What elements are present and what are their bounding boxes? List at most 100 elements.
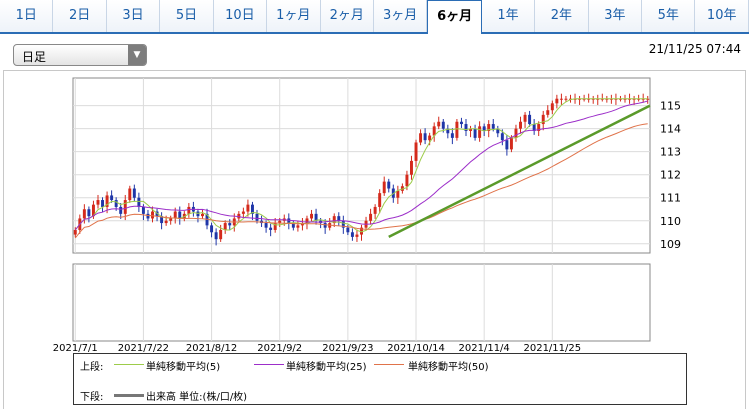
candle-body-43 [269,227,273,230]
chart-legend: 上段: 単純移動平均(5) 単純移動平均(25) 単純移動平均(50) 下段: … [73,353,687,405]
tab-10[interactable]: 2年 [535,0,589,32]
candle-body-101 [532,124,536,131]
candle-body-119 [614,98,618,100]
x-tick-label-2: 2021/8/12 [186,343,237,354]
ma25-swatch [254,364,284,365]
candle-body-126 [646,98,650,100]
candle-body-40 [255,213,259,221]
legend-volume: 出来高 単位:(株/口/枚) [146,392,248,403]
candle-body-60 [346,227,350,233]
candle-body-98 [519,121,522,129]
tab-3[interactable]: 5日 [160,0,214,32]
candle-body-45 [278,220,282,224]
trendline [388,104,651,238]
candle-body-110 [573,98,577,100]
x-tick-label-0: 2021/7/1 [53,343,98,354]
ma50-swatch [374,364,404,365]
tab-13[interactable]: 10年 [695,0,749,32]
candle-body-63 [360,227,363,235]
y-tick-label-1: 110 [660,215,681,228]
candle-body-112 [582,98,586,100]
tab-6[interactable]: 2ヶ月 [320,0,374,32]
candle-body-5 [96,200,100,205]
candle-body-28 [201,213,204,217]
tab-0[interactable]: 1日 [0,0,54,32]
candle-body-66 [373,206,377,214]
candle-body-4 [91,204,95,217]
tab-4[interactable]: 10日 [213,0,268,32]
tab-7[interactable]: 3ヶ月 [373,0,428,32]
x-tick-label-5: 2021/10/14 [387,343,445,354]
candle-body-125 [641,98,645,100]
candle-body-96 [509,137,513,150]
tab-5[interactable]: 1ヶ月 [267,0,321,32]
candle-body-13 [132,188,136,198]
candle-body-122 [628,98,632,100]
candle-body-105 [550,103,554,111]
candle-body-123 [632,98,636,100]
candle-body-79 [432,126,436,136]
candle-body-118 [609,98,613,100]
ma5-swatch [114,364,144,365]
candle-body-69 [387,181,391,189]
candle-body-102 [537,124,541,131]
candle-body-85 [459,121,463,125]
legend-ma5: 単純移動平均(5) [146,362,221,373]
candle-body-20 [164,220,168,224]
tab-12[interactable]: 5年 [642,0,696,32]
ma-line-25 [74,100,648,231]
candle-body-107 [559,98,563,100]
tab-8[interactable]: 6ヶ月 [427,0,482,34]
dropdown-arrow-icon[interactable]: ▼ [128,45,146,65]
candle-body-108 [564,98,568,100]
candle-body-89 [478,126,482,138]
candle-body-53 [314,213,318,221]
candle-body-103 [541,114,545,125]
candle-body-83 [450,133,454,138]
candle-body-23 [178,211,182,219]
x-tick-label-4: 2021/9/23 [322,343,373,354]
candle-body-88 [473,128,477,138]
candle-body-87 [469,128,473,131]
candle-body-90 [482,126,486,131]
candle-body-111 [578,98,582,100]
candle-body-106 [555,98,559,104]
candle-body-37 [241,211,245,214]
candle-body-19 [160,216,164,224]
legend-ma50: 単純移動平均(50) [408,362,489,373]
tab-2[interactable]: 3日 [106,0,161,32]
candle-body-114 [591,98,595,100]
candle-body-124 [637,98,641,100]
tab-11[interactable]: 3年 [588,0,643,32]
tab-1[interactable]: 2日 [53,0,107,32]
candle-body-39 [250,204,254,214]
tab-9[interactable]: 1年 [481,0,536,32]
candle-body-58 [337,216,341,221]
x-tick-label-6: 2021/11/4 [459,343,510,354]
candle-body-22 [173,211,177,219]
x-tick-label-3: 2021/9/2 [257,343,302,354]
y-tick-label-2: 111 [660,192,681,205]
candle-body-59 [341,220,345,228]
candle-body-80 [437,121,441,127]
candle-body-121 [623,98,627,100]
candle-body-12 [128,188,132,201]
y-tick-label-6: 115 [660,100,681,113]
candle-body-95 [505,140,509,150]
x-tick-label-1: 2021/7/22 [118,343,169,354]
candle-body-30 [210,225,214,233]
candle-body-50 [300,223,304,226]
y-tick-label-3: 112 [660,169,681,182]
candle-body-104 [546,110,550,115]
y-tick-label-0: 109 [660,238,681,251]
interval-select[interactable]: 日足 ▼ [13,44,147,66]
timestamp: 21/11/25 07:44 [648,42,741,56]
candle-body-44 [273,223,277,230]
candle-body-74 [409,160,413,175]
period-tabs: 1日 2日 3日 5日 10日 1ヶ月 2ヶ月 3ヶ月 6ヶ月 1年 2年 3年 5年 10年 [0,0,749,34]
candle-body-67 [378,193,382,207]
volume-panel [72,263,651,342]
candle-body-77 [423,133,427,141]
candle-body-14 [137,197,141,207]
x-tick-label-7: 2021/11/25 [523,343,581,354]
